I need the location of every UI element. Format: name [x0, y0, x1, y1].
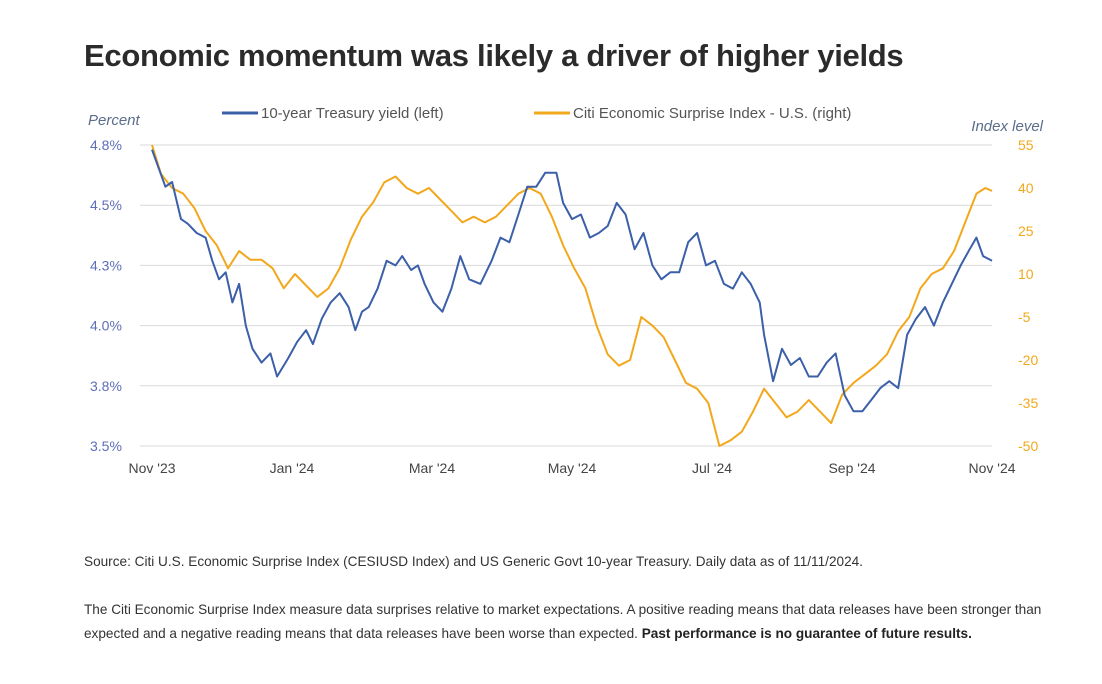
y-left-tick-label: 4.5% — [90, 197, 122, 213]
line-chart: 10-year Treasury yield (left) Citi Econo… — [88, 105, 1044, 476]
right-axis-unit: Index level — [971, 118, 1043, 135]
x-tick-label: Jul '24 — [692, 460, 732, 476]
x-tick-label: Nov '24 — [968, 460, 1015, 476]
footnote-text: The Citi Economic Surprise Index measure… — [84, 602, 1042, 641]
x-tick-label: Jan '24 — [270, 460, 315, 476]
y-right-tick-label: 40 — [1018, 180, 1034, 196]
footnote: The Citi Economic Surprise Index measure… — [84, 598, 1074, 646]
series-line-10yr-treasury — [151, 149, 993, 413]
y-left-tick-label: 4.8% — [90, 137, 122, 153]
y-right-tick-label: 25 — [1018, 223, 1034, 239]
right-axis: 55 40 25 10 -5 -20 -35 -50 — [1018, 137, 1038, 454]
x-tick-label: Nov '23 — [128, 460, 175, 476]
series-line-citi-surprise-index — [151, 144, 993, 447]
x-axis: Nov '23 Jan '24 Mar '24 May '24 Jul '24 Sep '… — [128, 460, 1015, 476]
y-left-tick-label: 3.5% — [90, 438, 122, 454]
y-right-tick-label: -50 — [1018, 438, 1038, 454]
y-right-tick-label: -20 — [1018, 352, 1038, 368]
y-left-tick-label: 3.8% — [90, 378, 122, 394]
y-right-tick-label: 55 — [1018, 137, 1034, 153]
x-tick-label: May '24 — [548, 460, 597, 476]
y-right-tick-label: 10 — [1018, 266, 1034, 282]
gridlines — [140, 144, 992, 447]
disclaimer: Past performance is no guarantee of futu… — [641, 626, 972, 641]
left-axis-unit: Percent — [88, 112, 141, 129]
legend-label-treasury: 10-year Treasury yield (left) — [261, 105, 444, 122]
y-right-tick-label: -35 — [1018, 395, 1038, 411]
x-tick-label: Sep '24 — [828, 460, 875, 476]
legend: 10-year Treasury yield (left) Citi Econo… — [222, 105, 851, 122]
y-left-tick-label: 4.3% — [90, 257, 122, 273]
x-tick-label: Mar '24 — [409, 460, 455, 476]
left-axis: 4.8% 4.5% 4.3% 4.0% 3.8% 3.5% — [90, 137, 122, 454]
chart-title: Economic momentum was likely a driver of… — [84, 38, 904, 73]
y-left-tick-label: 4.0% — [90, 318, 122, 334]
legend-label-citi: Citi Economic Surprise Index - U.S. (rig… — [573, 105, 851, 122]
y-right-tick-label: -5 — [1018, 309, 1031, 325]
source-note: Source: Citi U.S. Economic Surprise Inde… — [84, 554, 863, 569]
